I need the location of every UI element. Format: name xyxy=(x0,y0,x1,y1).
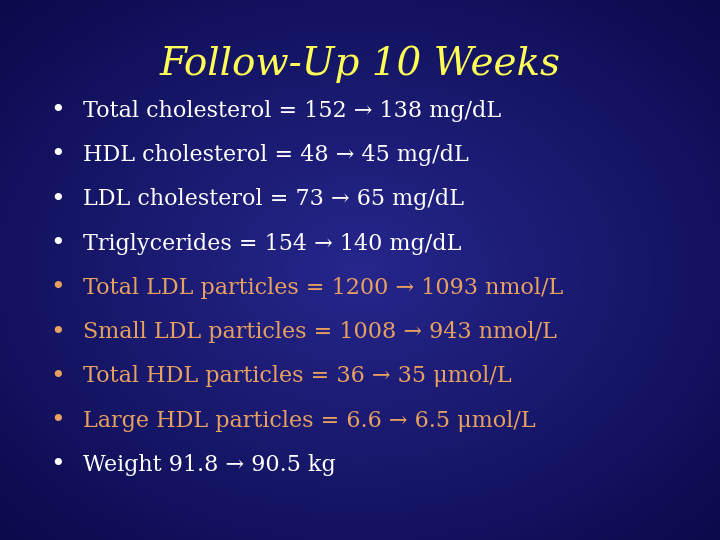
Text: •: • xyxy=(50,365,65,388)
Text: •: • xyxy=(50,276,65,299)
Text: HDL cholesterol = 48 → 45 mg/dL: HDL cholesterol = 48 → 45 mg/dL xyxy=(83,144,469,166)
Text: LDL cholesterol = 73 → 65 mg/dL: LDL cholesterol = 73 → 65 mg/dL xyxy=(83,188,464,210)
Text: •: • xyxy=(50,188,65,211)
Text: •: • xyxy=(50,99,65,122)
Text: •: • xyxy=(50,409,65,432)
Text: Large HDL particles = 6.6 → 6.5 μmol/L: Large HDL particles = 6.6 → 6.5 μmol/L xyxy=(83,410,536,431)
Text: Total cholesterol = 152 → 138 mg/dL: Total cholesterol = 152 → 138 mg/dL xyxy=(83,100,501,122)
Text: •: • xyxy=(50,144,65,166)
Text: •: • xyxy=(50,454,65,476)
Text: Small LDL particles = 1008 → 943 nmol/L: Small LDL particles = 1008 → 943 nmol/L xyxy=(83,321,557,343)
Text: •: • xyxy=(50,321,65,343)
Text: Triglycerides = 154 → 140 mg/dL: Triglycerides = 154 → 140 mg/dL xyxy=(83,233,462,254)
Text: Weight 91.8 → 90.5 kg: Weight 91.8 → 90.5 kg xyxy=(83,454,336,476)
Text: •: • xyxy=(50,232,65,255)
Text: Total LDL particles = 1200 → 1093 nmol/L: Total LDL particles = 1200 → 1093 nmol/L xyxy=(83,277,563,299)
Text: Total HDL particles = 36 → 35 μmol/L: Total HDL particles = 36 → 35 μmol/L xyxy=(83,366,511,387)
Text: Follow-Up 10 Weeks: Follow-Up 10 Weeks xyxy=(160,46,560,83)
